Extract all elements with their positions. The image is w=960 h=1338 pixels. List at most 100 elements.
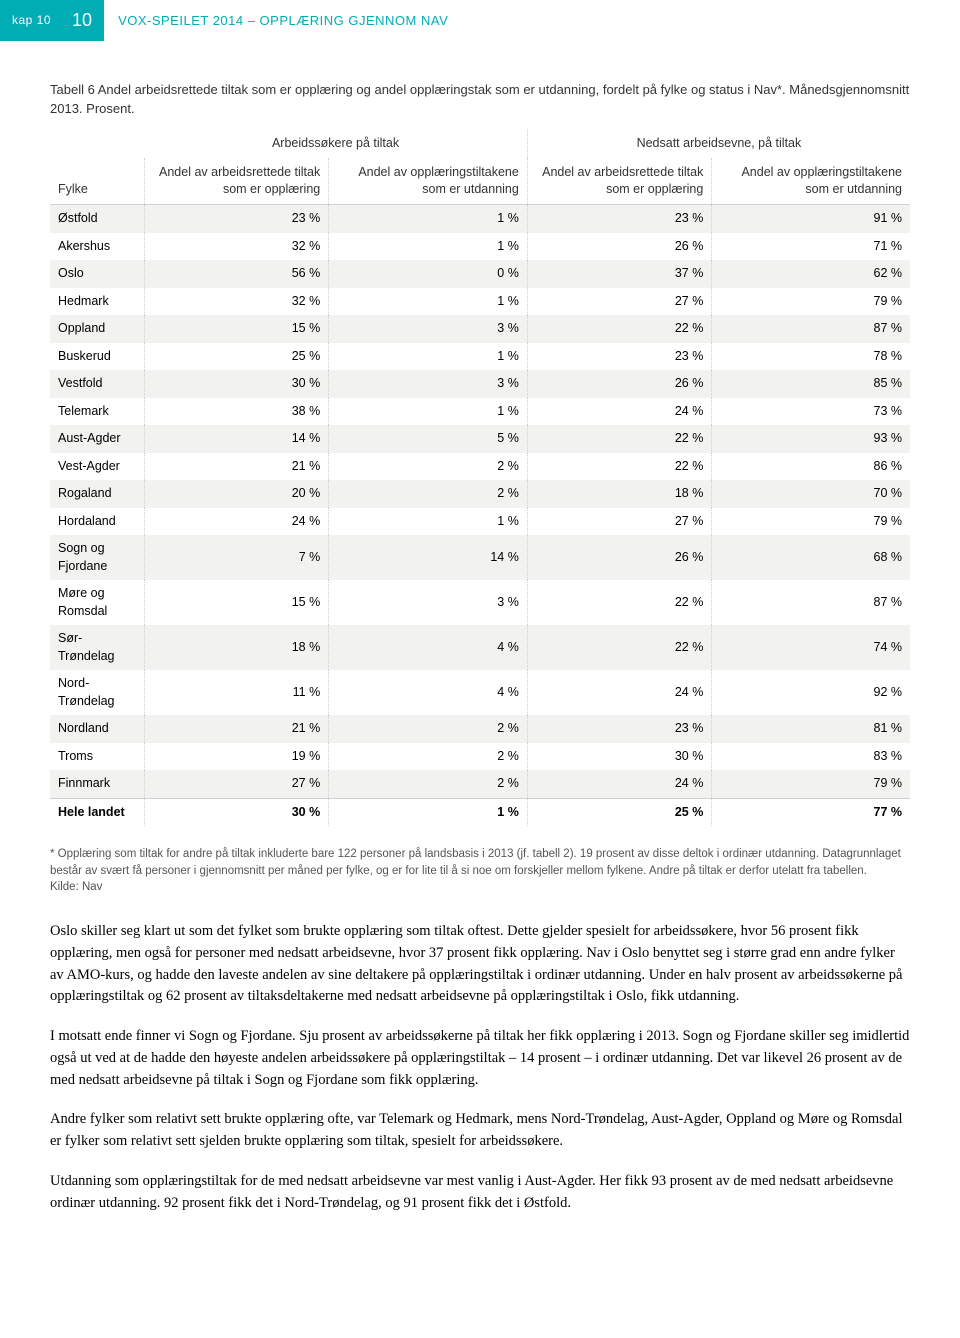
table-cell: 20 %: [144, 480, 328, 508]
table-cell: 87 %: [712, 315, 910, 343]
table-row: Vest-Agder21 %2 %22 %86 %: [50, 453, 910, 481]
table-cell: 30 %: [527, 743, 711, 771]
table-cell: 14 %: [144, 425, 328, 453]
table-cell: 1 %: [329, 343, 528, 371]
paragraph: Oslo skiller seg klart ut som det fylket…: [50, 921, 910, 1008]
table-cell: 30 %: [144, 798, 328, 826]
table-cell: 87 %: [712, 580, 910, 625]
table-cell: Nordland: [50, 715, 144, 743]
table-cell: 7 %: [144, 535, 328, 580]
table-cell: 79 %: [712, 770, 910, 798]
table-cell: 78 %: [712, 343, 910, 371]
table-cell: 26 %: [527, 370, 711, 398]
table-cell: 4 %: [329, 670, 528, 715]
table-cell: Aust-Agder: [50, 425, 144, 453]
table-cell: 81 %: [712, 715, 910, 743]
table-cell: 22 %: [527, 315, 711, 343]
table-cell: 23 %: [527, 715, 711, 743]
chapter-label: kap 10: [12, 12, 51, 29]
table-cell: 71 %: [712, 233, 910, 261]
table-col-header: Andel av arbeidsrettede tiltak som er op…: [527, 158, 711, 204]
table-cell: 2 %: [329, 453, 528, 481]
table-cell: Østfold: [50, 205, 144, 233]
table-cell: 25 %: [144, 343, 328, 371]
table-cell: 2 %: [329, 715, 528, 743]
table-cell: 22 %: [527, 625, 711, 670]
table-cell: 21 %: [144, 453, 328, 481]
table-cell: 1 %: [329, 233, 528, 261]
table-cell: 85 %: [712, 370, 910, 398]
table-row: Vestfold30 %3 %26 %85 %: [50, 370, 910, 398]
table-cell: 30 %: [144, 370, 328, 398]
table-cell: 24 %: [527, 398, 711, 426]
table-cell: Sogn og Fjordane: [50, 535, 144, 580]
table-row: Telemark38 %1 %24 %73 %: [50, 398, 910, 426]
table-cell: 18 %: [144, 625, 328, 670]
table-cell: 22 %: [527, 425, 711, 453]
page-number: 10: [72, 8, 92, 33]
table-cell: 24 %: [144, 508, 328, 536]
table-cell: 25 %: [527, 798, 711, 826]
table-cell: 19 %: [144, 743, 328, 771]
table-row: Oppland15 %3 %22 %87 %: [50, 315, 910, 343]
table-col-header: Andel av opplæringstiltakene som er utda…: [329, 158, 528, 204]
table-row: Finnmark27 %2 %24 %79 %: [50, 770, 910, 798]
table-row: Oslo56 %0 %37 %62 %: [50, 260, 910, 288]
table-cell: 86 %: [712, 453, 910, 481]
table-cell: Hele landet: [50, 798, 144, 826]
table-cell: 18 %: [527, 480, 711, 508]
table-col-header: Andel av opplæringstiltakene som er utda…: [712, 158, 910, 204]
page-header: kap 10 10 VOX-SPEILET 2014 – OPPLÆRING G…: [0, 0, 960, 41]
table-cell: 32 %: [144, 288, 328, 316]
data-table: Arbeidssøkere på tiltak Nedsatt arbeidse…: [50, 129, 910, 826]
table-wrapper: Tabell 6 Andel arbeidsrettede tiltak som…: [50, 81, 910, 826]
table-cell: Vestfold: [50, 370, 144, 398]
table-row: Møre og Romsdal15 %3 %22 %87 %: [50, 580, 910, 625]
table-cell: 2 %: [329, 770, 528, 798]
table-col-header: Andel av arbeidsrettede tiltak som er op…: [144, 158, 328, 204]
table-cell: 70 %: [712, 480, 910, 508]
table-row: Rogaland20 %2 %18 %70 %: [50, 480, 910, 508]
table-cell: 0 %: [329, 260, 528, 288]
paragraph: I motsatt ende finner vi Sogn og Fjordan…: [50, 1026, 910, 1091]
table-row: Hordaland24 %1 %27 %79 %: [50, 508, 910, 536]
table-cell: 1 %: [329, 398, 528, 426]
table-cell: 37 %: [527, 260, 711, 288]
table-row: Buskerud25 %1 %23 %78 %: [50, 343, 910, 371]
paragraph: Utdanning som opplæringstiltak for de me…: [50, 1171, 910, 1215]
table-cell: 22 %: [527, 453, 711, 481]
table-cell: Nord-Trøndelag: [50, 670, 144, 715]
table-row: Troms19 %2 %30 %83 %: [50, 743, 910, 771]
table-cell: 23 %: [527, 343, 711, 371]
table-col-header: Fylke: [50, 158, 144, 204]
table-cell: 22 %: [527, 580, 711, 625]
table-row: Nordland21 %2 %23 %81 %: [50, 715, 910, 743]
table-cell: 23 %: [144, 205, 328, 233]
body-text: Oslo skiller seg klart ut som det fylket…: [50, 921, 910, 1214]
table-cell: 27 %: [527, 288, 711, 316]
table-row: Nord-Trøndelag11 %4 %24 %92 %: [50, 670, 910, 715]
table-cell: Hedmark: [50, 288, 144, 316]
table-cell: Hordaland: [50, 508, 144, 536]
table-cell: 1 %: [329, 798, 528, 826]
header-title: VOX-SPEILET 2014 – OPPLÆRING GJENNOM NAV: [104, 0, 462, 41]
table-header-empty: [50, 129, 144, 159]
table-cell: Oppland: [50, 315, 144, 343]
table-row: Akershus32 %1 %26 %71 %: [50, 233, 910, 261]
footnote-source: Kilde: Nav: [50, 881, 102, 893]
table-cell: 1 %: [329, 205, 528, 233]
table-cell: 2 %: [329, 743, 528, 771]
table-row: Sør-Trøndelag18 %4 %22 %74 %: [50, 625, 910, 670]
table-row: Hele landet30 %1 %25 %77 %: [50, 798, 910, 826]
table-cell: 15 %: [144, 580, 328, 625]
table-footnote: * Opplæring som tiltak for andre på tilt…: [50, 846, 910, 896]
table-cell: 92 %: [712, 670, 910, 715]
table-cell: 62 %: [712, 260, 910, 288]
chapter-tab: kap 10 10: [0, 0, 104, 41]
table-cell: 68 %: [712, 535, 910, 580]
table-cell: 11 %: [144, 670, 328, 715]
table-cell: 79 %: [712, 508, 910, 536]
table-row: Østfold23 %1 %23 %91 %: [50, 205, 910, 233]
paragraph: Andre fylker som relativt sett brukte op…: [50, 1109, 910, 1153]
table-cell: Rogaland: [50, 480, 144, 508]
